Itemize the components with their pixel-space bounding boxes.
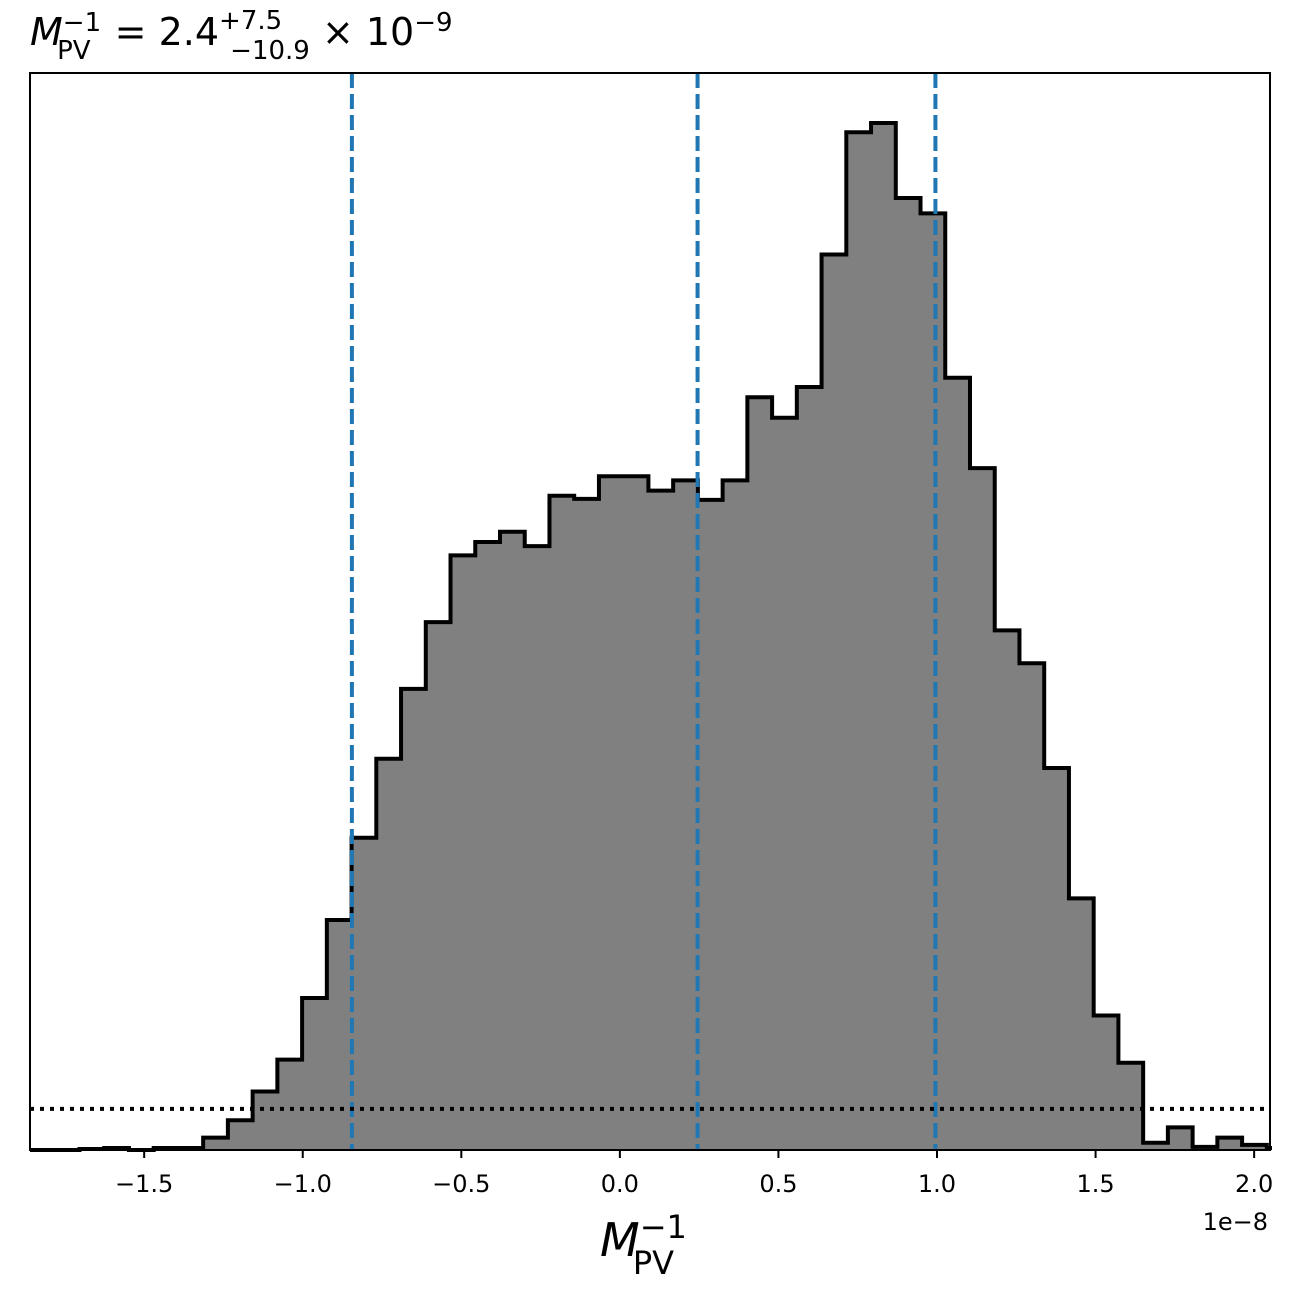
title-superscript: −1 <box>63 8 101 38</box>
x-axis-ticks: −1.5 −1.0 −0.5 0.0 0.5 1.0 1.5 2.0 <box>115 1150 1273 1198</box>
chart-title: M−1 PV = 2.4+7.5 −10.9 × 10−9 <box>30 6 453 66</box>
x-tick-label: −0.5 <box>432 1170 490 1198</box>
title-times: × 10 <box>310 10 414 54</box>
x-tick-label: 1.5 <box>1076 1170 1114 1198</box>
title-exponent: −9 <box>414 8 452 38</box>
histogram-fill <box>30 123 1270 1150</box>
reference-lines <box>30 73 1270 1150</box>
title-err-minus: −10.9 <box>230 36 310 66</box>
title-equals: = <box>103 10 159 54</box>
x-tick-label: 2.0 <box>1235 1170 1273 1198</box>
x-tick-label: 0.5 <box>759 1170 797 1198</box>
title-err-plus: +7.5 <box>219 6 282 36</box>
title-symbol: M <box>30 10 63 54</box>
title-subscript: PV <box>57 36 91 66</box>
histogram-outline <box>30 121 1272 1152</box>
x-axis-label: M−1 PV <box>600 1208 687 1282</box>
x-tick-label: 0.0 <box>601 1170 639 1198</box>
title-value: 2.4 <box>159 10 219 54</box>
x-tick-label: −1.5 <box>115 1170 173 1198</box>
x-tick-label: 1.0 <box>918 1170 956 1198</box>
xlabel-symbol: M <box>600 1213 640 1267</box>
histogram-bars <box>30 121 1272 1152</box>
x-offset-label: 1e−8 <box>1203 1208 1268 1236</box>
xlabel-superscript: −1 <box>640 1208 687 1246</box>
axes-frame <box>29 72 1271 1151</box>
xlabel-subscript: PV <box>633 1244 674 1282</box>
x-tick-label: −1.0 <box>274 1170 332 1198</box>
